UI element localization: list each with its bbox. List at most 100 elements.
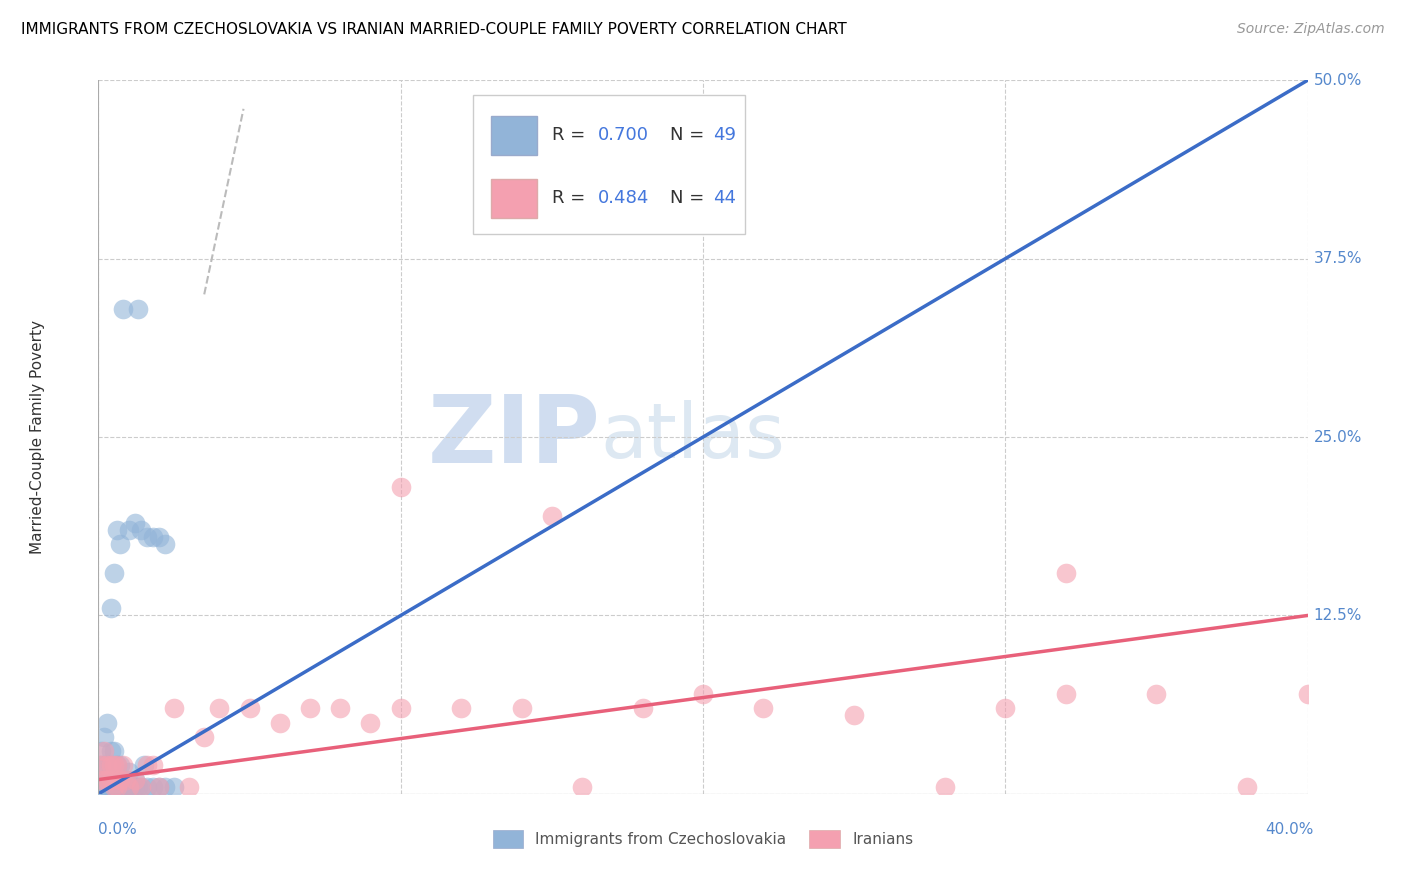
Point bbox=[129, 523, 152, 537]
Text: 0.0%: 0.0% bbox=[98, 822, 138, 838]
Text: 0.484: 0.484 bbox=[598, 189, 650, 207]
Point bbox=[1236, 780, 1258, 794]
Point bbox=[127, 780, 149, 794]
Point bbox=[299, 701, 322, 715]
Point bbox=[96, 780, 118, 794]
Point bbox=[631, 701, 654, 715]
Point bbox=[90, 758, 112, 772]
Point bbox=[844, 708, 866, 723]
Point bbox=[239, 701, 262, 715]
Legend: Immigrants from Czechoslovakia, Iranians: Immigrants from Czechoslovakia, Iranians bbox=[486, 824, 920, 854]
Point bbox=[124, 780, 146, 794]
Point bbox=[179, 780, 201, 794]
Point bbox=[135, 780, 157, 794]
Point bbox=[269, 715, 291, 730]
Point bbox=[96, 772, 118, 787]
Point bbox=[1054, 566, 1077, 580]
Point bbox=[129, 780, 152, 794]
FancyBboxPatch shape bbox=[492, 116, 537, 155]
Text: 50.0%: 50.0% bbox=[1313, 73, 1362, 87]
Point bbox=[118, 780, 141, 794]
Text: Married-Couple Family Poverty: Married-Couple Family Poverty bbox=[31, 320, 45, 554]
Point bbox=[148, 780, 170, 794]
Point bbox=[105, 780, 128, 794]
Point bbox=[105, 523, 128, 537]
Point bbox=[360, 715, 382, 730]
Point bbox=[389, 701, 412, 715]
Point bbox=[90, 772, 112, 787]
Point bbox=[100, 772, 122, 787]
Point bbox=[135, 758, 157, 772]
Point bbox=[108, 758, 131, 772]
Point bbox=[118, 765, 141, 780]
Point bbox=[124, 772, 146, 787]
Point bbox=[96, 758, 118, 772]
Text: 25.0%: 25.0% bbox=[1313, 430, 1362, 444]
Point bbox=[510, 701, 533, 715]
Point bbox=[118, 523, 141, 537]
Point bbox=[103, 780, 125, 794]
Point bbox=[93, 780, 115, 794]
Point bbox=[105, 758, 128, 772]
Text: 37.5%: 37.5% bbox=[1313, 252, 1362, 266]
Point bbox=[994, 701, 1017, 715]
Text: N =: N = bbox=[671, 127, 710, 145]
Text: Source: ZipAtlas.com: Source: ZipAtlas.com bbox=[1237, 22, 1385, 37]
Point bbox=[450, 701, 472, 715]
Point bbox=[114, 772, 136, 787]
Text: N =: N = bbox=[671, 189, 710, 207]
Point bbox=[389, 480, 412, 494]
Point bbox=[208, 701, 231, 715]
Point bbox=[111, 758, 134, 772]
Point bbox=[108, 780, 131, 794]
Point bbox=[129, 780, 152, 794]
Point bbox=[132, 758, 155, 772]
Point bbox=[103, 758, 125, 772]
Point bbox=[108, 537, 131, 551]
Point bbox=[118, 780, 141, 794]
Point bbox=[111, 301, 134, 316]
Text: 44: 44 bbox=[713, 189, 735, 207]
Point bbox=[163, 701, 186, 715]
Point bbox=[193, 730, 215, 744]
Point bbox=[1144, 687, 1167, 701]
Text: 40.0%: 40.0% bbox=[1265, 822, 1313, 838]
Point bbox=[90, 780, 112, 794]
Point bbox=[100, 744, 122, 758]
Point bbox=[153, 780, 176, 794]
FancyBboxPatch shape bbox=[474, 95, 745, 234]
Point bbox=[114, 772, 136, 787]
Text: atlas: atlas bbox=[600, 401, 785, 474]
Point bbox=[934, 780, 956, 794]
Point bbox=[752, 701, 775, 715]
Point bbox=[90, 772, 112, 787]
Point bbox=[93, 772, 115, 787]
Point bbox=[111, 780, 134, 794]
Point bbox=[96, 715, 118, 730]
Point bbox=[100, 758, 122, 772]
Point bbox=[127, 301, 149, 316]
Point bbox=[142, 780, 165, 794]
Point bbox=[124, 772, 146, 787]
Point bbox=[1296, 687, 1319, 701]
Text: 12.5%: 12.5% bbox=[1313, 608, 1362, 623]
Text: 49: 49 bbox=[713, 127, 735, 145]
Point bbox=[105, 780, 128, 794]
Point bbox=[111, 772, 134, 787]
Point bbox=[90, 744, 112, 758]
Point bbox=[153, 537, 176, 551]
Point bbox=[103, 566, 125, 580]
Point bbox=[100, 780, 122, 794]
Text: R =: R = bbox=[551, 127, 591, 145]
Point bbox=[571, 780, 593, 794]
Point bbox=[90, 758, 112, 772]
Point bbox=[108, 772, 131, 787]
Point bbox=[148, 530, 170, 544]
Point bbox=[163, 780, 186, 794]
Point bbox=[105, 758, 128, 772]
Point bbox=[93, 758, 115, 772]
Point bbox=[100, 758, 122, 772]
Point bbox=[108, 772, 131, 787]
Point bbox=[142, 530, 165, 544]
Point bbox=[93, 730, 115, 744]
